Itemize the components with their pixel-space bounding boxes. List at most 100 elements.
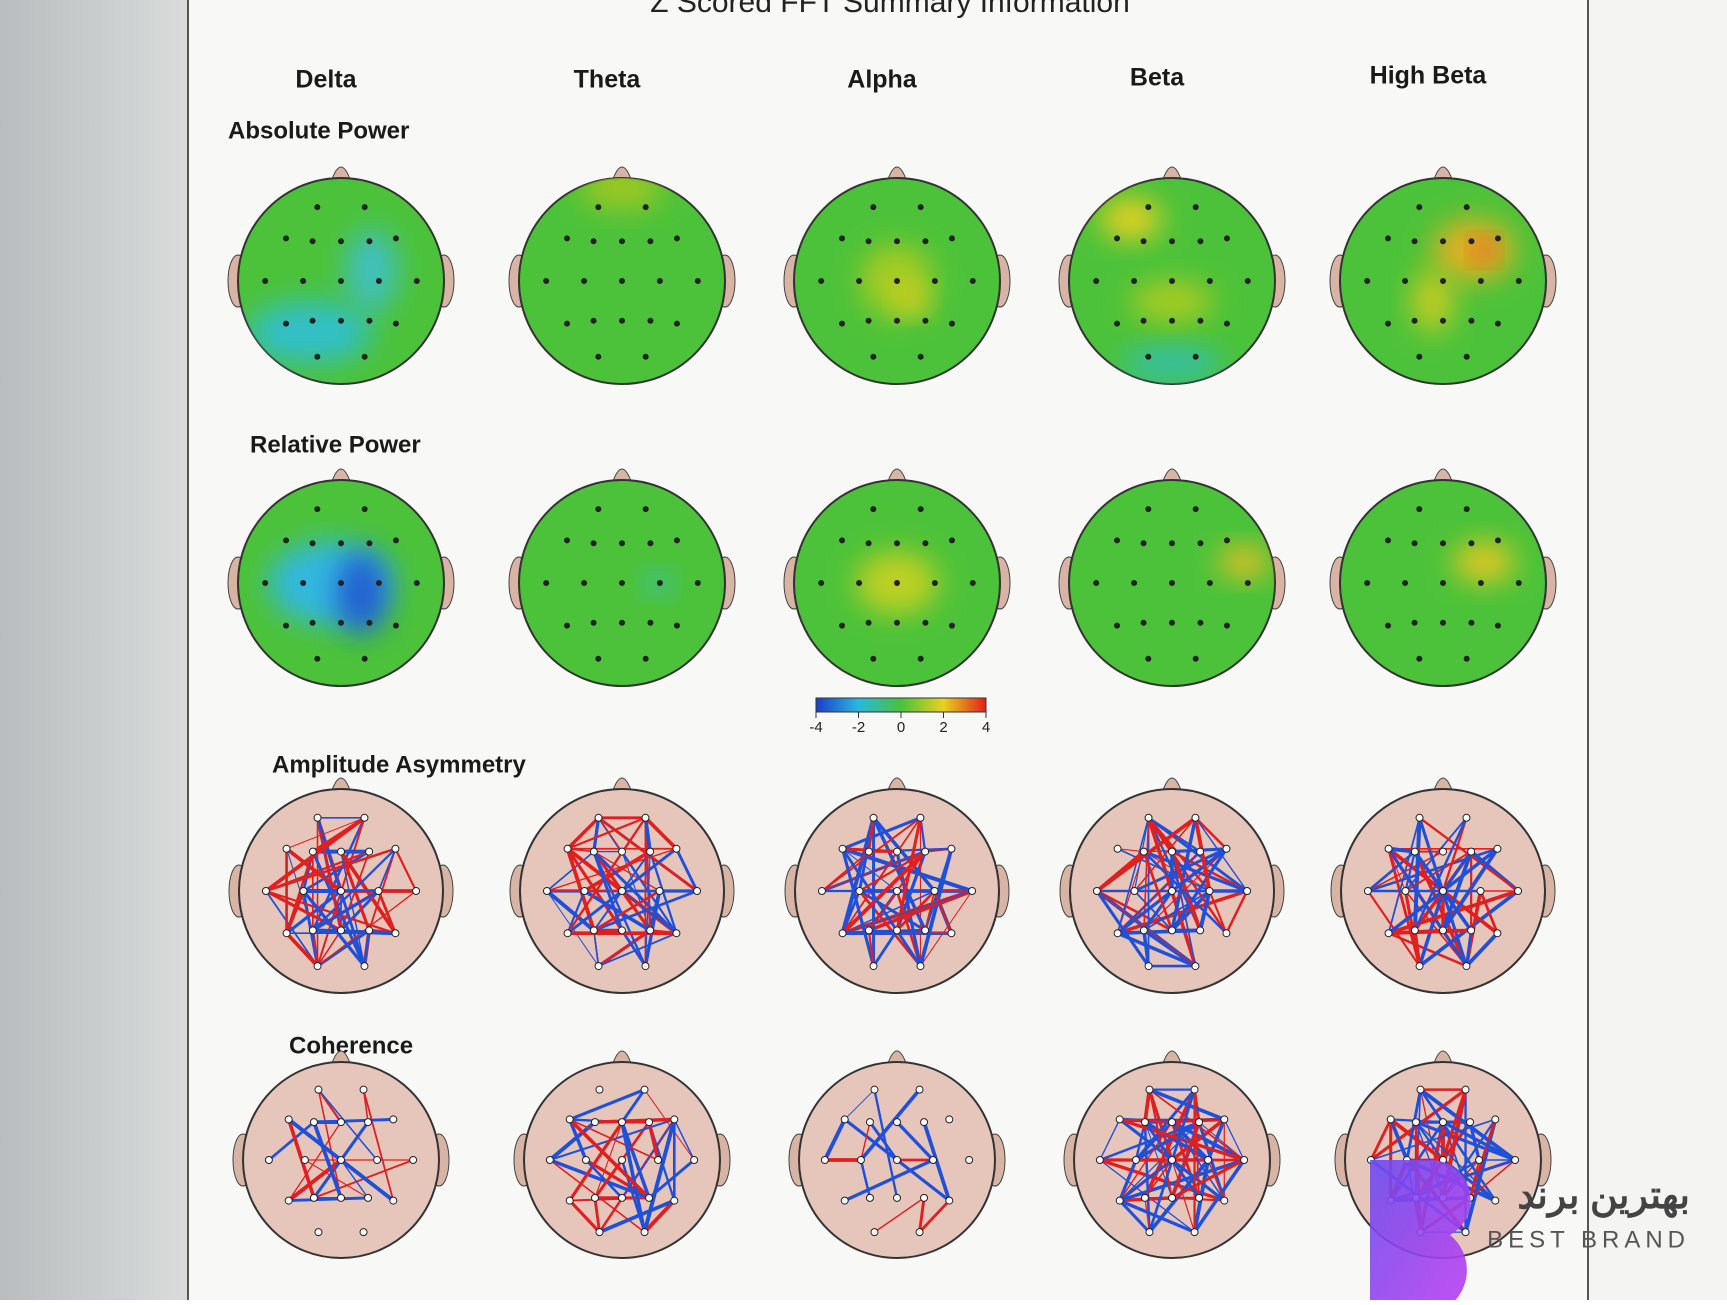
electrode — [337, 926, 345, 935]
electrode — [1440, 317, 1446, 324]
electrode — [581, 580, 588, 586]
topo-field — [248, 229, 398, 364]
electrode — [565, 1196, 574, 1205]
connection — [312, 847, 397, 932]
electrode — [864, 847, 873, 856]
connection — [1225, 890, 1249, 934]
connection — [1171, 1121, 1225, 1202]
connection — [620, 1121, 651, 1199]
electrode — [865, 317, 872, 324]
electrode — [894, 278, 900, 284]
electrode — [1092, 887, 1101, 895]
electrode — [1145, 1085, 1154, 1094]
electrode — [1192, 655, 1199, 662]
electrode — [308, 847, 317, 856]
connection — [1142, 930, 1151, 967]
connection — [363, 930, 371, 967]
electrode — [595, 506, 602, 513]
electrode — [641, 962, 650, 971]
electrode — [893, 1118, 901, 1127]
connection — [566, 847, 624, 932]
electrode — [947, 929, 956, 938]
electrode — [1385, 235, 1392, 242]
electrode — [618, 847, 626, 856]
electrode — [409, 1156, 418, 1164]
connection — [1207, 1159, 1225, 1201]
electrode — [647, 619, 654, 626]
electrode — [921, 847, 930, 856]
electrode — [1467, 847, 1476, 856]
electrode — [337, 1156, 345, 1164]
connection — [312, 928, 396, 936]
electrode — [590, 1193, 599, 1202]
connection — [317, 1089, 378, 1161]
electrode — [1140, 317, 1147, 324]
topo-blob — [1218, 546, 1270, 578]
electrode — [690, 1156, 699, 1164]
head — [1063, 1050, 1281, 1259]
electrode — [647, 540, 654, 547]
electrode — [619, 317, 625, 324]
electrode — [839, 320, 846, 327]
connection — [841, 847, 922, 967]
connection — [675, 848, 699, 892]
electrode — [922, 540, 929, 547]
electrode — [1402, 278, 1409, 284]
maps: Delta Theta Alpha Beta High Beta Absolute Pow… — [227, 62, 1557, 1259]
electrode — [1222, 929, 1231, 938]
connection — [316, 817, 343, 931]
electrode — [361, 506, 368, 513]
connection — [859, 1159, 872, 1199]
connection — [842, 848, 898, 892]
electrode — [359, 1085, 368, 1094]
electrode — [1114, 320, 1121, 327]
connection — [268, 1121, 315, 1162]
electrode — [922, 619, 929, 626]
topo-field — [1453, 541, 1516, 584]
connection — [566, 817, 647, 934]
connection — [594, 1117, 675, 1124]
connection — [1387, 817, 1421, 934]
electrode — [655, 887, 664, 895]
head — [227, 468, 455, 687]
electrode — [1363, 887, 1372, 895]
electrode — [672, 929, 681, 938]
electrode — [673, 320, 680, 327]
electrode — [646, 926, 655, 935]
electrode — [1493, 844, 1502, 853]
electrode — [1130, 887, 1139, 895]
electrode — [1223, 235, 1230, 242]
connection — [841, 817, 922, 934]
connection — [673, 1119, 695, 1161]
connection — [1388, 846, 1416, 854]
topo-blob — [335, 552, 388, 635]
electrode — [948, 235, 955, 242]
electrode — [594, 962, 603, 971]
column-label: Alpha — [847, 66, 918, 94]
electrode — [931, 580, 938, 586]
electrode — [1468, 619, 1475, 626]
electrode — [948, 320, 955, 327]
electrode — [929, 1156, 938, 1164]
colorbar-tick-label: -4 — [809, 719, 822, 736]
electrode — [564, 320, 571, 327]
electrode — [589, 926, 598, 935]
connection — [867, 817, 875, 852]
electrode — [839, 537, 846, 544]
electrode — [1491, 1115, 1500, 1124]
head — [1330, 777, 1556, 994]
electrode — [1439, 847, 1447, 856]
electrode — [360, 813, 369, 822]
electrode — [338, 619, 344, 626]
electrode — [1093, 580, 1100, 586]
connection — [592, 851, 624, 931]
electrode — [1196, 847, 1205, 856]
electrode — [309, 238, 316, 245]
connection — [918, 1199, 951, 1234]
electrode — [262, 580, 269, 586]
connection — [377, 890, 397, 934]
connection — [1465, 931, 1499, 968]
electrode — [656, 580, 663, 586]
topo-blob — [1099, 198, 1162, 240]
